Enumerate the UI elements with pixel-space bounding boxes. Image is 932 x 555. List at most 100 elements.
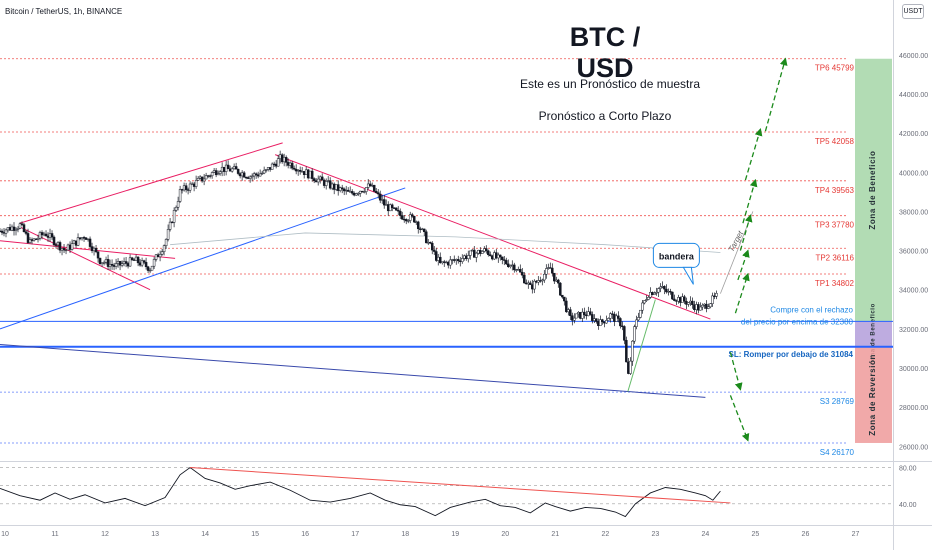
candle-body bbox=[160, 251, 164, 255]
price-tick-label: 26000.00 bbox=[899, 444, 928, 451]
candle-body bbox=[645, 299, 648, 301]
candle-body bbox=[218, 171, 222, 174]
candle-body bbox=[262, 169, 266, 174]
candle-body bbox=[691, 300, 694, 305]
candle-body bbox=[521, 271, 524, 276]
currency-button[interactable]: USDT bbox=[902, 4, 924, 19]
time-tick-label: 15 bbox=[251, 531, 259, 538]
candle-body bbox=[653, 292, 656, 295]
candle-body bbox=[615, 315, 618, 322]
zone-profit bbox=[855, 58, 892, 322]
zone-label: Zona de Beneficio bbox=[868, 151, 877, 230]
candle-body bbox=[302, 171, 306, 175]
candle-body bbox=[38, 232, 42, 239]
candle-body bbox=[613, 313, 616, 322]
price-tick-label: 42000.00 bbox=[899, 131, 928, 138]
candle-body bbox=[461, 258, 464, 262]
candle-body bbox=[449, 259, 452, 266]
candle-body bbox=[258, 173, 262, 177]
candle-body bbox=[567, 309, 570, 313]
level-label: TP6 45799 bbox=[815, 64, 855, 73]
candle-body bbox=[318, 176, 322, 180]
candle-body bbox=[426, 242, 430, 244]
candle-body bbox=[649, 292, 652, 298]
candle-body bbox=[246, 177, 250, 179]
candle-body bbox=[366, 183, 370, 188]
candle-body bbox=[459, 260, 462, 262]
candle-body bbox=[282, 157, 286, 163]
candle-body bbox=[344, 189, 348, 192]
candle-body bbox=[631, 340, 634, 362]
candle-body bbox=[158, 254, 162, 258]
candle-body bbox=[617, 315, 620, 319]
candle-body bbox=[477, 250, 480, 254]
candle-body bbox=[68, 244, 72, 250]
candle-body bbox=[408, 214, 412, 221]
candle-body bbox=[188, 183, 192, 191]
candle-body bbox=[294, 168, 298, 172]
candle-body bbox=[689, 300, 692, 303]
price-tick-label: 34000.00 bbox=[899, 288, 928, 295]
candle-body bbox=[186, 189, 190, 191]
candle-body bbox=[565, 300, 568, 313]
candle-body bbox=[252, 173, 256, 177]
time-tick-label: 21 bbox=[551, 531, 559, 538]
candle-body bbox=[432, 249, 436, 252]
candle-body bbox=[112, 265, 116, 267]
time-tick-label: 14 bbox=[201, 531, 209, 538]
candle-body bbox=[352, 193, 356, 196]
candle-body bbox=[14, 229, 18, 231]
candle-body bbox=[2, 232, 6, 234]
candle-body bbox=[669, 291, 672, 293]
candle-body bbox=[593, 318, 596, 321]
candle-body bbox=[523, 274, 526, 284]
candle-body bbox=[412, 216, 416, 223]
candle-body bbox=[142, 260, 146, 263]
candle-body bbox=[515, 269, 518, 271]
candle-body bbox=[396, 209, 400, 212]
level-label: TP1 34802 bbox=[815, 279, 855, 288]
candle-body bbox=[308, 170, 312, 179]
candle-body bbox=[128, 257, 132, 267]
time-tick-label: 22 bbox=[601, 531, 609, 538]
candle-body bbox=[192, 183, 196, 187]
candle-body bbox=[605, 320, 608, 324]
candle-body bbox=[210, 172, 214, 177]
candle-body bbox=[44, 233, 48, 237]
level-label: TP3 37780 bbox=[815, 221, 855, 230]
candle-body bbox=[402, 218, 406, 221]
price-tick-label: 36000.00 bbox=[899, 249, 928, 256]
candle-body bbox=[34, 238, 38, 240]
candle-body bbox=[601, 319, 604, 322]
candle-body bbox=[414, 221, 418, 223]
candle-body bbox=[418, 228, 422, 230]
candle-body bbox=[150, 265, 154, 271]
candle-body bbox=[212, 170, 216, 173]
candle-body bbox=[683, 296, 686, 302]
candle-body bbox=[531, 284, 534, 290]
candle-body bbox=[108, 264, 112, 267]
candle-body bbox=[18, 223, 22, 229]
candle-body bbox=[713, 295, 716, 297]
projection-arrow bbox=[744, 127, 763, 181]
projection-arrow bbox=[729, 395, 750, 442]
zone-reversal bbox=[855, 346, 892, 443]
candle-body bbox=[633, 326, 636, 342]
candle-body bbox=[599, 319, 602, 326]
candle-body bbox=[90, 246, 94, 252]
candle-body bbox=[64, 249, 68, 252]
candle-body bbox=[493, 252, 496, 260]
candle-body bbox=[0, 230, 4, 233]
candle-body bbox=[84, 237, 88, 240]
candle-body bbox=[50, 233, 54, 238]
candle-body bbox=[701, 304, 704, 308]
price-tick-label: 32000.00 bbox=[899, 327, 928, 334]
candle-body bbox=[350, 191, 354, 194]
candle-body bbox=[428, 242, 432, 244]
candle-body bbox=[52, 236, 56, 246]
candle-body bbox=[671, 291, 674, 300]
candle-body bbox=[697, 304, 700, 311]
candle-body bbox=[525, 282, 528, 285]
candle-body bbox=[497, 254, 500, 259]
